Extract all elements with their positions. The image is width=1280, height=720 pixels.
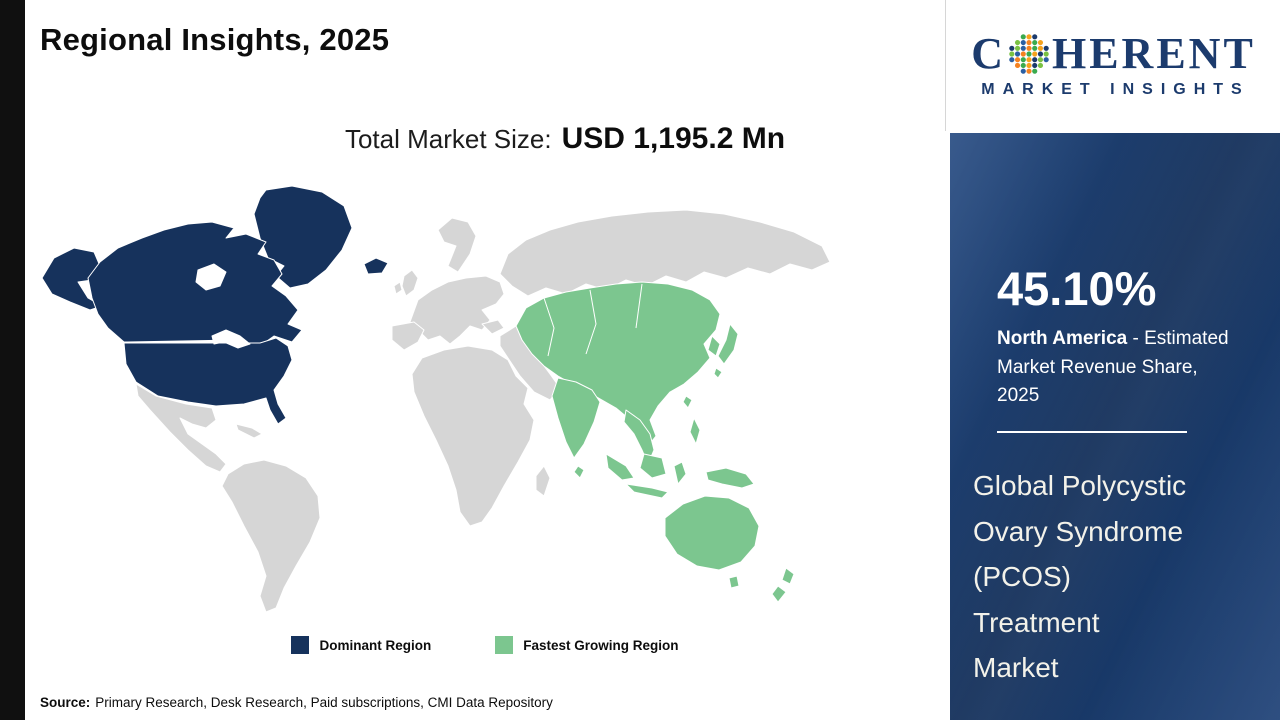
map-region-java: [625, 483, 669, 499]
map-region-new-zealand-south: [771, 585, 787, 603]
map-region-greenland: [253, 185, 353, 289]
map-region-europe: [409, 275, 505, 345]
country-border-line: [543, 297, 555, 357]
map-region-uk: [401, 269, 419, 297]
map-legend: Dominant Region Fastest Growing Region: [25, 636, 945, 654]
share-desc-line: 2025: [997, 385, 1040, 406]
map-region-new-zealand-north: [781, 567, 795, 585]
map-hudson-bay: [195, 263, 227, 291]
map-region-scandinavia: [437, 217, 477, 273]
map-region-sumatra: [605, 453, 635, 481]
share-desc-rest: - Estimated: [1127, 328, 1229, 349]
logo-letters: HERENT: [1051, 29, 1256, 78]
dominant-region-label: Dominant Region: [319, 637, 432, 653]
map-region-iceland: [363, 257, 389, 275]
panel-divider: [997, 431, 1187, 433]
map-region-tasmania: [728, 575, 740, 589]
revenue-share-value: 45.10%: [997, 262, 1157, 315]
map-region-japan-south: [713, 367, 723, 379]
map-region-usa: [123, 337, 293, 425]
map-region-mexico-central-america: [135, 383, 227, 473]
map-region-taiwan: [682, 395, 693, 409]
market-name-line: Treatment: [973, 606, 1100, 638]
share-desc-line: Market Revenue Share,: [997, 356, 1198, 378]
page-title: Regional Insights, 2025: [40, 22, 390, 57]
map-region-philippines: [689, 417, 701, 445]
logo-wordmark: C HERENT: [971, 32, 1256, 76]
map-region-borneo: [639, 453, 667, 479]
logo-dot-globe-icon: [1009, 34, 1049, 74]
lakes-group: [195, 263, 251, 349]
source-text: Primary Research, Desk Research, Paid su…: [95, 695, 553, 710]
map-region-anatolia: [481, 319, 505, 335]
map-region-madagascar: [535, 465, 551, 497]
market-size-label: Total Market Size:: [344, 124, 552, 154]
total-market-size: Total Market Size: USD 1,195.2 Mn: [125, 122, 1005, 156]
map-region-australia: [664, 495, 760, 571]
fastest-growing-region-group: [515, 281, 795, 603]
country-border-line: [585, 289, 597, 355]
market-name-line: Market: [973, 652, 1059, 683]
legend-item-dominant: Dominant Region: [291, 636, 431, 654]
map-great-lakes: [211, 329, 251, 349]
fastest-growing-region-label: Fastest Growing Region: [523, 637, 679, 653]
map-region-india: [551, 377, 601, 459]
market-name-line: Ovary Syndrome: [973, 515, 1184, 547]
map-region-new-guinea: [705, 467, 755, 489]
right-info-panel: 45.10% North America - Estimated Market …: [950, 133, 1280, 720]
brand-logo: C HERENT MARKET INSIGHTS: [945, 0, 1280, 131]
share-desc-line: North America - Estimated: [997, 325, 1229, 354]
logo-tagline: MARKET INSIGHTS: [981, 81, 1250, 98]
map-region-ireland: [393, 281, 403, 295]
map-region-korea: [707, 335, 721, 357]
country-border-line: [635, 283, 643, 329]
map-region-russia: [499, 209, 831, 297]
market-name-line: (PCOS): [973, 561, 1071, 592]
map-region-sulawesi: [673, 461, 687, 485]
fastest-growing-region-swatch: [495, 636, 514, 654]
source-note: Source: Primary Research, Desk Research, …: [40, 695, 553, 710]
map-region-sri-lanka: [573, 465, 585, 479]
map-region-caribbean: [235, 423, 263, 439]
left-accent-bar: [0, 0, 25, 720]
map-region-iberia: [391, 321, 425, 351]
market-name-line: Global Polycystic: [973, 470, 1187, 501]
map-region-alaska: [41, 247, 103, 311]
dominant-region-swatch: [291, 636, 310, 654]
base-map-regions: [135, 209, 831, 613]
main-content: Regional Insights, 2025 Total Market Siz…: [25, 0, 945, 720]
region-name: North America: [997, 328, 1128, 349]
logo-letter-c: C: [971, 29, 1006, 78]
map-region-south-america: [221, 459, 321, 613]
dominant-region-group: [41, 185, 389, 425]
legend-item-fastest: Fastest Growing Region: [495, 636, 679, 654]
map-region-africa: [411, 345, 535, 527]
market-size-value: USD 1,195.2 Mn: [561, 122, 786, 155]
source-label: Source:: [40, 695, 91, 710]
market-name: Global Polycystic Ovary Syndrome (PCOS) …: [973, 463, 1186, 691]
revenue-share-description: North America - Estimated Market Revenue…: [997, 325, 1229, 411]
world-map: [41, 185, 831, 613]
map-region-japan: [717, 323, 739, 365]
